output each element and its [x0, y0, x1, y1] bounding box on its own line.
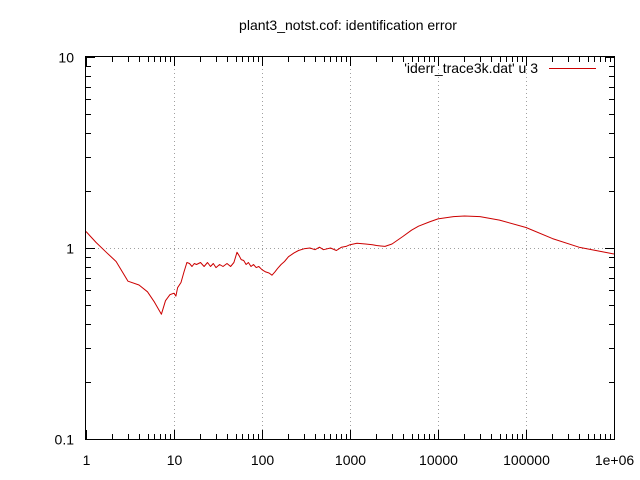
x-tick-label: 1000 — [335, 452, 366, 468]
y-tick-label: 10 — [58, 50, 74, 66]
legend-label: 'iderr_trace3k.dat' u 3 — [404, 60, 538, 76]
series-layer — [85, 215, 615, 315]
x-tick-label: 100 — [251, 452, 275, 468]
grid — [86, 57, 614, 439]
plot-frame — [85, 56, 615, 440]
y-tick-label: 1 — [66, 241, 74, 257]
x-tick-label: 100000 — [503, 452, 550, 468]
legend: 'iderr_trace3k.dat' u 3 — [404, 60, 596, 76]
y-tick-label: 0.1 — [55, 432, 75, 448]
chart-title: plant3_notst.cof: identification error — [239, 17, 457, 33]
x-tick-label: 1 — [83, 452, 91, 468]
x-tick-label: 1e+06 — [595, 452, 635, 468]
axis-ticks: 1 10 100 1000 10000 100000 1e+06 0.1 1 10 — [55, 50, 635, 469]
x-tick-label: 10 — [167, 452, 183, 468]
x-tick-label: 10000 — [419, 452, 458, 468]
series-line — [85, 215, 615, 315]
